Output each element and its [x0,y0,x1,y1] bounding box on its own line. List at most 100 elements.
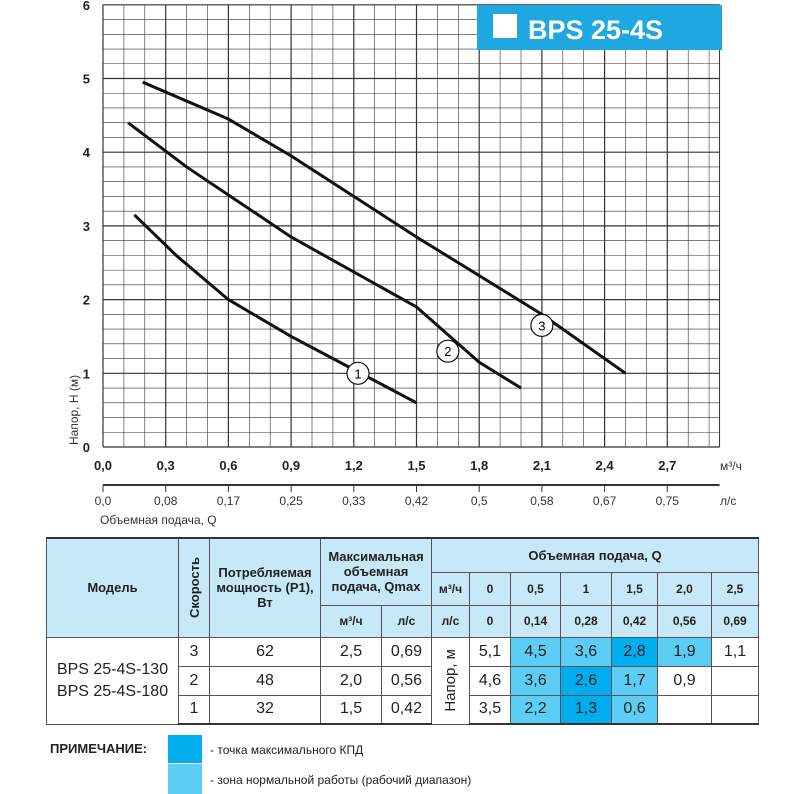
note-max-eff: - точка максимального КПД [210,743,364,757]
y-tick-label: 3 [83,219,90,234]
x2-tick-label: 0,67 [593,494,617,508]
head-value-cell: 3,5 [469,694,511,725]
x2-tick-label: 0,0 [95,494,112,508]
curve-speed-2 [127,121,522,390]
power-cell: 48 [209,665,321,696]
speed-cell: 1 [178,694,210,725]
flow-ls-header: 0,42 [611,604,658,638]
model-cell: BPS 25-4S-130 BPS 25-4S-180 [46,636,179,725]
chart-title: BPS 25-4S [528,15,663,45]
head-label: Напор, м [442,649,459,712]
power-cell: 62 [209,636,321,667]
x-tick-label: 2,4 [596,458,615,473]
table-row: BPS 25-4S-130 BPS 25-4S-180 3 62 2,5 0,69 Напо… [46,636,759,725]
head-value-cell: 3,6 [510,665,561,696]
header-flow: Объемная подача, Q [431,537,759,573]
x-tick-label: 1,5 [407,458,425,473]
curve-label-circle [530,313,554,337]
power-cell: 32 [209,694,321,725]
flow-m3-header: 1 [560,571,612,606]
y-tick-label: 5 [83,72,90,87]
head-value-cell [657,694,712,725]
qmax-m3-cell: 2,5 [320,636,382,667]
pump-curve-chart: 1 2 3 BPS 25-4S 0 1 2 3 4 5 6 0,0 0,3 0,6 0,9 1,2 1,5 1… [67,0,742,527]
x2-unit: л/с [720,494,736,508]
qmax-unit-m3: м³/ч [320,604,382,638]
x-tick-label: 2,1 [533,458,551,473]
y-tick-label: 2 [83,293,90,308]
head-value-cell: 2,8 [611,636,658,667]
curve-speed-1 [133,213,418,405]
header-speed: Скорость [186,557,202,619]
y-tick-label: 0 [83,440,90,455]
curve-label-circle [436,339,460,363]
head-value-cell: 2,2 [510,694,561,725]
unit-m3: м³/ч [431,571,470,606]
speed-cell: 2 [178,665,210,696]
x2-tick-label: 0,33 [342,494,366,508]
x-unit: м³/ч [720,459,742,473]
flow-ls-header: 0,14 [510,604,561,638]
head-value-cell: 0,9 [657,665,712,696]
flow-ls-header: 0 [469,604,511,638]
y-axis-title: Напор, H (м) [67,375,81,445]
model-name: BPS 25-4S-180 [56,682,169,700]
max-efficiency-swatch [168,735,202,763]
qmax-unit-ls: л/с [380,604,433,638]
flow-m3-header: 1,5 [611,571,658,606]
flow-m3-header: 2,5 [711,571,759,606]
head-value-cell: 1,9 [657,636,712,667]
curve-label-2: 2 [444,344,451,359]
model-name: BPS 25-4S-130 [56,660,169,678]
qmax-ls-cell: 0,56 [380,665,433,696]
head-value-cell: 1,7 [611,665,658,696]
flow-ls-header: 0,56 [657,604,712,638]
speed-cell: 3 [178,636,210,667]
qmax-m3-cell: 2,0 [320,665,382,696]
curve-speed-3 [142,80,627,375]
x-tick-label: 0,0 [94,458,112,473]
x2-tick-label: 0,42 [405,494,429,508]
y-tick-label: 1 [83,366,90,381]
flow-ls-header: 0,28 [560,604,612,638]
qmax-ls-cell: 0,42 [380,694,433,725]
x-tick-label: 1,2 [345,458,363,473]
head-value-cell [711,694,759,725]
x2-tick-label: 0,25 [279,494,303,508]
head-value-cell: 2,6 [560,665,612,696]
x-tick-label: 2,7 [658,458,676,473]
table-row: 1 32 1,5 0,42 3,5 2,2 1,3 0,6 [47,694,759,725]
head-value-cell: 4,6 [469,665,511,696]
x2-tick-label: 0,08 [154,494,178,508]
note-label: ПРИМЕЧАНИЕ: [50,741,148,756]
title-square-icon [493,14,517,38]
unit-ls: л/с [431,604,470,638]
curve-label-circle [346,361,370,385]
head-value-cell [711,665,759,696]
x-tick-label: 0,6 [219,458,237,473]
qmax-m3-cell: 1,5 [320,694,382,725]
flow-ls-header: 0,69 [711,604,759,638]
normal-zone-swatch [168,764,202,794]
x2-tick-label: 0,5 [471,494,488,508]
x2-tick-label: 0,75 [656,494,680,508]
y-tick-label: 6 [83,0,90,13]
x-tick-label: 0,3 [157,458,175,473]
x-tick-label: 0,9 [282,458,300,473]
head-value-cell: 0,6 [611,694,658,725]
curve-label-3: 3 [538,318,545,333]
flow-m3-header: 0 [469,571,511,606]
x2-tick-label: 0,58 [530,494,554,508]
note-normal: - зона нормальной работы (рабочий диапаз… [210,773,472,787]
head-value-cell: 3,6 [560,636,612,667]
x-tick-label: 1,8 [470,458,488,473]
x2-tick-label: 0,17 [217,494,241,508]
y-tick-label: 4 [83,145,91,160]
spec-table: Модель Скорость Потребляемая мощность (P… [46,537,759,725]
head-value-cell: 4,5 [510,636,561,667]
head-value-cell: 5,1 [469,636,511,667]
head-value-cell: 1,1 [711,636,759,667]
qmax-ls-cell: 0,69 [380,636,433,667]
flow-m3-header: 0,5 [510,571,561,606]
header-model: Модель [46,537,179,638]
